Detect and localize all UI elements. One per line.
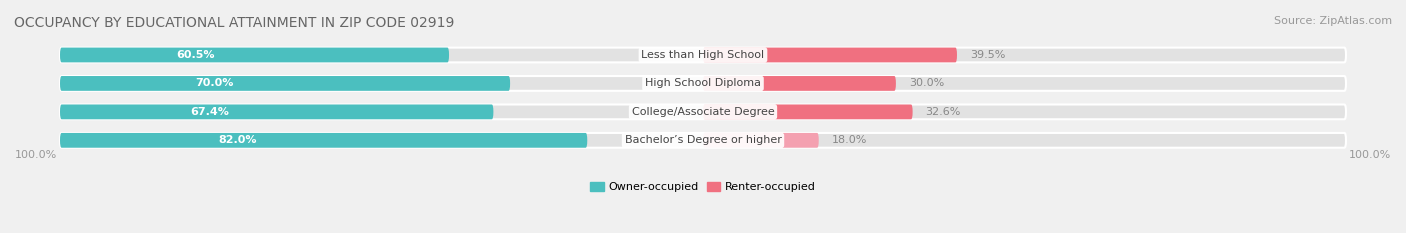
FancyBboxPatch shape (60, 76, 1346, 91)
FancyBboxPatch shape (60, 104, 1346, 119)
FancyBboxPatch shape (703, 104, 912, 119)
FancyBboxPatch shape (703, 133, 818, 148)
FancyBboxPatch shape (60, 133, 588, 148)
FancyBboxPatch shape (703, 48, 957, 62)
FancyBboxPatch shape (703, 76, 896, 91)
Text: OCCUPANCY BY EDUCATIONAL ATTAINMENT IN ZIP CODE 02919: OCCUPANCY BY EDUCATIONAL ATTAINMENT IN Z… (14, 16, 454, 30)
Text: 32.6%: 32.6% (925, 107, 960, 117)
Text: 82.0%: 82.0% (218, 135, 257, 145)
Text: Source: ZipAtlas.com: Source: ZipAtlas.com (1274, 16, 1392, 26)
Text: Less than High School: Less than High School (641, 50, 765, 60)
Text: College/Associate Degree: College/Associate Degree (631, 107, 775, 117)
FancyBboxPatch shape (60, 133, 1346, 148)
Text: 60.5%: 60.5% (177, 50, 215, 60)
FancyBboxPatch shape (60, 104, 494, 119)
Text: 39.5%: 39.5% (970, 50, 1005, 60)
FancyBboxPatch shape (60, 48, 449, 62)
Text: 100.0%: 100.0% (1348, 150, 1391, 160)
Text: 70.0%: 70.0% (195, 79, 233, 89)
Text: 18.0%: 18.0% (831, 135, 868, 145)
Text: 100.0%: 100.0% (15, 150, 58, 160)
Text: 67.4%: 67.4% (190, 107, 229, 117)
Text: Bachelor’s Degree or higher: Bachelor’s Degree or higher (624, 135, 782, 145)
Text: High School Diploma: High School Diploma (645, 79, 761, 89)
FancyBboxPatch shape (60, 48, 1346, 62)
Legend: Owner-occupied, Renter-occupied: Owner-occupied, Renter-occupied (591, 182, 815, 192)
Text: 30.0%: 30.0% (908, 79, 943, 89)
FancyBboxPatch shape (60, 76, 510, 91)
